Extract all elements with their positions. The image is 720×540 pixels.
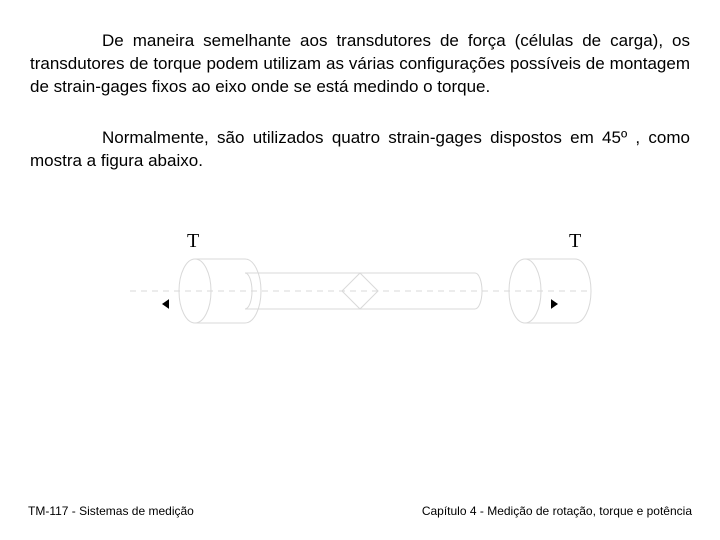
footer-left: TM-117 - Sistemas de medição — [28, 504, 194, 518]
paragraph-2-text: Normalmente, são utilizados quatro strai… — [30, 128, 690, 170]
svg-text:T: T — [187, 230, 199, 252]
slide-footer: TM-117 - Sistemas de medição Capítulo 4 … — [0, 504, 720, 518]
figure-svg: TT — [110, 201, 610, 376]
paragraph-1: De maneira semelhante aos transdutores d… — [30, 30, 690, 99]
svg-text:T: T — [569, 230, 581, 252]
footer-right: Capítulo 4 - Medição de rotação, torque … — [422, 504, 692, 518]
paragraph-1-text: De maneira semelhante aos transdutores d… — [30, 31, 690, 96]
torque-shaft-figure: TT — [110, 201, 610, 376]
paragraph-2: Normalmente, são utilizados quatro strai… — [30, 127, 690, 173]
